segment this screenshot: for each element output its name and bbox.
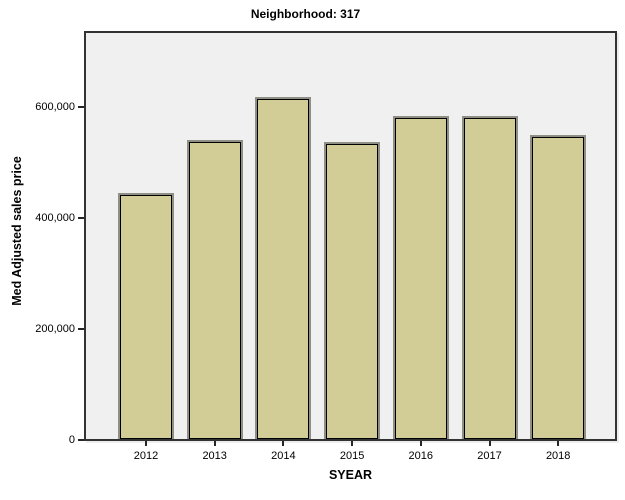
y-axis-title: Med Adjusted sales price: [10, 156, 24, 306]
x-tick-mark: [488, 441, 491, 446]
x-tick-mark: [557, 441, 560, 446]
x-tick-label-2012: 2012: [133, 450, 159, 462]
x-tick-label-2016: 2016: [408, 450, 434, 462]
y-tick-mark: [78, 328, 84, 330]
x-tick-label-2013: 2013: [202, 450, 227, 462]
y-tick-label: 600,000: [35, 101, 75, 113]
bar-2013: [188, 141, 241, 439]
y-tick-mark: [78, 217, 84, 219]
bar-2017: [463, 118, 516, 439]
bar-2012: [120, 194, 172, 439]
y-tick-label: 200,000: [35, 323, 75, 335]
x-axis-title: SYEAR: [328, 468, 373, 482]
x-tick-mark: [145, 441, 147, 446]
y-tick-mark: [78, 106, 84, 108]
bar-2018: [532, 137, 585, 439]
x-tick-mark: [282, 441, 285, 446]
y-tick-label: 0: [68, 434, 75, 446]
bar-2015: [326, 143, 379, 439]
x-tick-mark: [419, 441, 422, 446]
chart-title: Neighborhood: 317: [250, 7, 361, 21]
y-tick-mark: [78, 439, 84, 441]
x-tick-label-2018: 2018: [545, 450, 571, 462]
bar-2014: [257, 99, 310, 439]
bar-2016: [394, 118, 447, 439]
x-tick-label-2015: 2015: [339, 450, 365, 462]
plot-area: [84, 31, 617, 441]
y-tick-label: 400,000: [35, 212, 75, 224]
x-tick-mark: [213, 441, 216, 446]
x-tick-label-2017: 2017: [477, 450, 502, 462]
x-tick-mark: [351, 441, 354, 446]
x-tick-label-2014: 2014: [271, 450, 296, 462]
